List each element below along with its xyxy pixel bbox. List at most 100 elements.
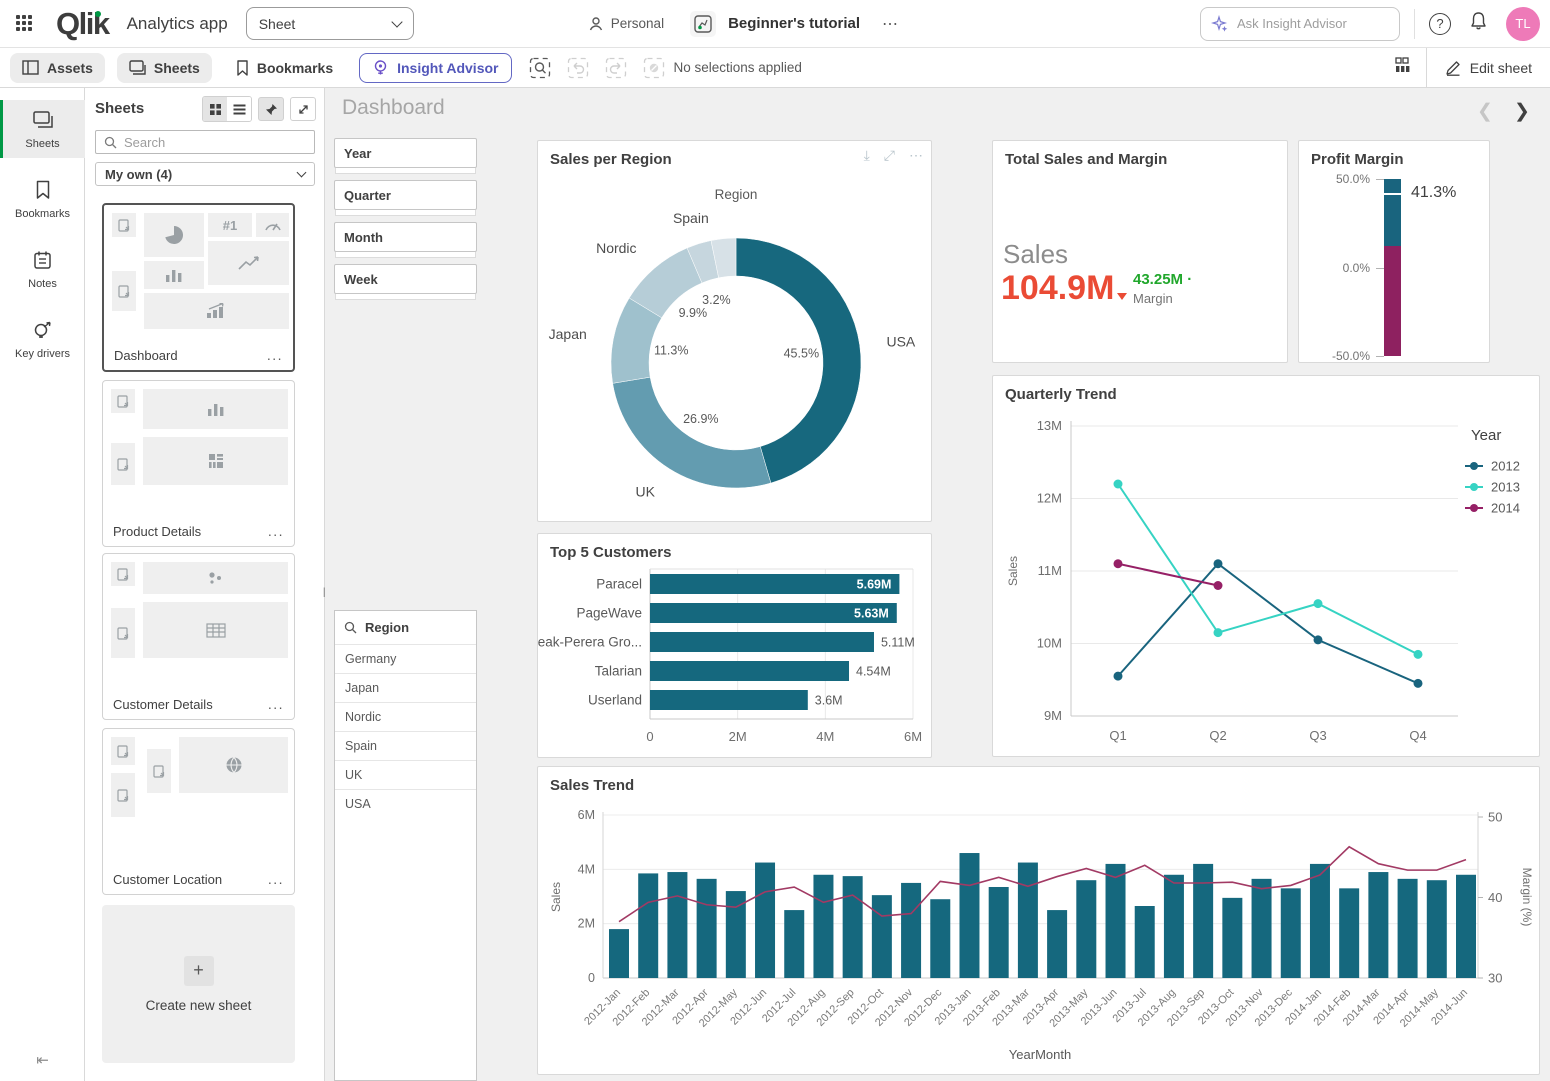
sales-bar-2012-Oct[interactable] bbox=[871, 895, 892, 978]
expand-icon[interactable]: ⤢ bbox=[883, 147, 895, 163]
customer-bar-0[interactable] bbox=[650, 574, 900, 594]
sheet-card-product-details[interactable]: Product Details... bbox=[102, 380, 295, 547]
sales-bar-2012-Mar[interactable] bbox=[667, 872, 688, 978]
region-item-uk[interactable]: UK bbox=[335, 760, 476, 789]
sales-bar-2012-Jul[interactable] bbox=[784, 910, 805, 978]
sales-bar-2012-Sep[interactable] bbox=[842, 876, 863, 978]
sales-bar-2013-Oct[interactable] bbox=[1222, 897, 1243, 978]
quarterly-trend-chart[interactable]: Quarterly Trend 9M 10M 11M 12M 13M Q1 Q2 Q3 Q4 Sa… bbox=[992, 375, 1540, 757]
top5-customers-chart[interactable]: Top 5 Customers 0 2M 4M 6M Paracel 5.69M PageW… bbox=[537, 533, 932, 758]
edit-sheet-button[interactable]: Edit sheet bbox=[1425, 48, 1550, 87]
profit-margin-gauge[interactable]: Profit Margin 50.0% 0.0% -50.0% 41.3% bbox=[1298, 140, 1490, 363]
more-icon[interactable]: ⋯ bbox=[909, 147, 923, 163]
sales-bar-2013-Jun[interactable] bbox=[1105, 863, 1126, 978]
sales-bar-2013-Apr[interactable] bbox=[1047, 910, 1068, 978]
sheet-card-customer-details[interactable]: Customer Details... bbox=[102, 553, 295, 720]
sales-bar-2013-Aug[interactable] bbox=[1163, 874, 1184, 978]
customer-bar-4[interactable] bbox=[650, 690, 808, 710]
trend-line-2013[interactable] bbox=[1117, 483, 1419, 656]
sheet-selector-dropdown[interactable]: Sheet bbox=[245, 7, 414, 40]
list-view-icon[interactable] bbox=[227, 97, 251, 121]
sales-bar-2014-May[interactable] bbox=[1426, 880, 1447, 978]
filter-title-quarter[interactable]: Quarter bbox=[334, 180, 477, 210]
assets-button[interactable]: Assets bbox=[10, 52, 105, 83]
space-indicator[interactable]: Personal bbox=[588, 16, 664, 32]
data-point-2012[interactable] bbox=[1213, 559, 1223, 569]
region-item-spain[interactable]: Spain bbox=[335, 731, 476, 760]
region-item-germany[interactable]: Germany bbox=[335, 644, 476, 673]
total-sales-margin-kpi[interactable]: Total Sales and Margin Sales 104.9M 43.2… bbox=[992, 140, 1288, 363]
grid-view-icon[interactable] bbox=[203, 97, 227, 121]
next-sheet-icon[interactable]: ❯ bbox=[1514, 101, 1530, 122]
pin-panel-icon[interactable] bbox=[258, 97, 284, 121]
sales-bar-2013-Mar[interactable] bbox=[1017, 862, 1038, 978]
rail-item-bookmarks[interactable]: Bookmarks bbox=[0, 170, 85, 228]
data-point-2013[interactable] bbox=[1213, 628, 1223, 638]
rail-item-key-drivers[interactable]: Key drivers bbox=[0, 310, 85, 368]
data-point-2014[interactable] bbox=[1113, 559, 1123, 569]
app-launcher-icon[interactable] bbox=[16, 14, 34, 33]
donut-slice-usa[interactable] bbox=[735, 237, 862, 484]
sales-bar-2013-Sep[interactable] bbox=[1193, 863, 1214, 978]
customer-bar-2[interactable] bbox=[650, 632, 874, 652]
data-point-2013[interactable] bbox=[1313, 599, 1323, 609]
sheet-card-customer-location[interactable]: Customer Location... bbox=[102, 728, 295, 895]
avatar[interactable]: TL bbox=[1506, 6, 1540, 41]
sales-bar-2014-Apr[interactable] bbox=[1397, 878, 1418, 978]
region-item-usa[interactable]: USA bbox=[335, 789, 476, 818]
data-point-2013[interactable] bbox=[1413, 649, 1423, 659]
sales-bar-2013-Nov[interactable] bbox=[1251, 878, 1272, 978]
region-item-nordic[interactable]: Nordic bbox=[335, 702, 476, 731]
create-new-sheet-button[interactable]: + Create new sheet bbox=[102, 905, 295, 1063]
app-icon[interactable] bbox=[690, 10, 717, 37]
sheet-card-more-menu[interactable]: ... bbox=[267, 871, 284, 887]
sheets-filter-dropdown[interactable]: My own (4) bbox=[95, 162, 315, 186]
expand-panel-icon[interactable] bbox=[290, 97, 316, 121]
sheets-search-box[interactable] bbox=[95, 130, 315, 154]
trend-line-2014[interactable] bbox=[1117, 562, 1219, 587]
sheet-card-more-menu[interactable]: ... bbox=[267, 696, 284, 712]
data-point-2014[interactable] bbox=[1213, 581, 1223, 590]
filter-title-year[interactable]: Year bbox=[334, 138, 477, 168]
sales-bar-2014-Mar[interactable] bbox=[1368, 872, 1389, 978]
sales-bar-2014-Feb[interactable] bbox=[1339, 888, 1360, 978]
ask-insight-advisor-box[interactable] bbox=[1200, 6, 1400, 41]
sales-trend-chart[interactable]: Sales Trend 0 2M 4M 6M 30 40 50 2012-Jan 2012-Fe… bbox=[537, 766, 1540, 1075]
help-icon[interactable]: ? bbox=[1429, 12, 1451, 35]
sheet-card-more-menu[interactable]: ... bbox=[266, 347, 283, 363]
data-point-2012[interactable] bbox=[1313, 635, 1323, 645]
sheet-overview-icon[interactable] bbox=[1394, 57, 1412, 78]
filter-title-week[interactable]: Week bbox=[334, 264, 477, 294]
collapse-rail-icon[interactable]: ⇤ bbox=[36, 1052, 49, 1069]
region-listbox-header[interactable]: Region bbox=[335, 611, 476, 644]
sales-bar-2013-Dec[interactable] bbox=[1280, 888, 1301, 978]
sales-bar-2013-Jan[interactable] bbox=[959, 853, 980, 978]
sales-bar-2012-Nov[interactable] bbox=[901, 882, 922, 978]
sales-bar-2012-Jun[interactable] bbox=[755, 862, 776, 978]
rail-item-notes[interactable]: Notes bbox=[0, 240, 85, 298]
ask-insight-advisor-input[interactable] bbox=[1237, 16, 1377, 31]
smart-search-icon[interactable] bbox=[528, 56, 552, 80]
bookmarks-button[interactable]: Bookmarks bbox=[224, 53, 345, 83]
sheets-search-input[interactable] bbox=[124, 134, 294, 150]
sales-bar-2012-May[interactable] bbox=[725, 891, 746, 978]
sales-bar-2012-Dec[interactable] bbox=[930, 899, 951, 978]
sales-bar-2012-Apr[interactable] bbox=[696, 878, 717, 978]
customer-bar-1[interactable] bbox=[650, 603, 897, 623]
download-icon[interactable]: ⤓ bbox=[863, 147, 870, 163]
notifications-bell-icon[interactable] bbox=[1469, 11, 1488, 36]
data-point-2012[interactable] bbox=[1413, 678, 1423, 688]
data-point-2012[interactable] bbox=[1113, 671, 1123, 681]
customer-bar-3[interactable] bbox=[650, 661, 850, 681]
sheets-button[interactable]: Sheets bbox=[116, 52, 212, 83]
donut-slice-germany[interactable] bbox=[710, 237, 737, 279]
sales-bar-2012-Aug[interactable] bbox=[813, 874, 834, 978]
region-item-japan[interactable]: Japan bbox=[335, 673, 476, 702]
sales-per-region-chart[interactable]: Sales per Region ⤓ ⤢ ⋯ Region USA 45.5% UK 2… bbox=[537, 140, 932, 522]
data-point-2013[interactable] bbox=[1113, 479, 1123, 489]
app-more-menu[interactable]: ⋯ bbox=[882, 15, 900, 33]
trend-line-2012[interactable] bbox=[1117, 562, 1419, 685]
sales-bar-2012-Feb[interactable] bbox=[638, 873, 659, 978]
sales-bar-2013-Jul[interactable] bbox=[1134, 906, 1155, 978]
sales-bar-2013-Feb[interactable] bbox=[988, 886, 1009, 978]
